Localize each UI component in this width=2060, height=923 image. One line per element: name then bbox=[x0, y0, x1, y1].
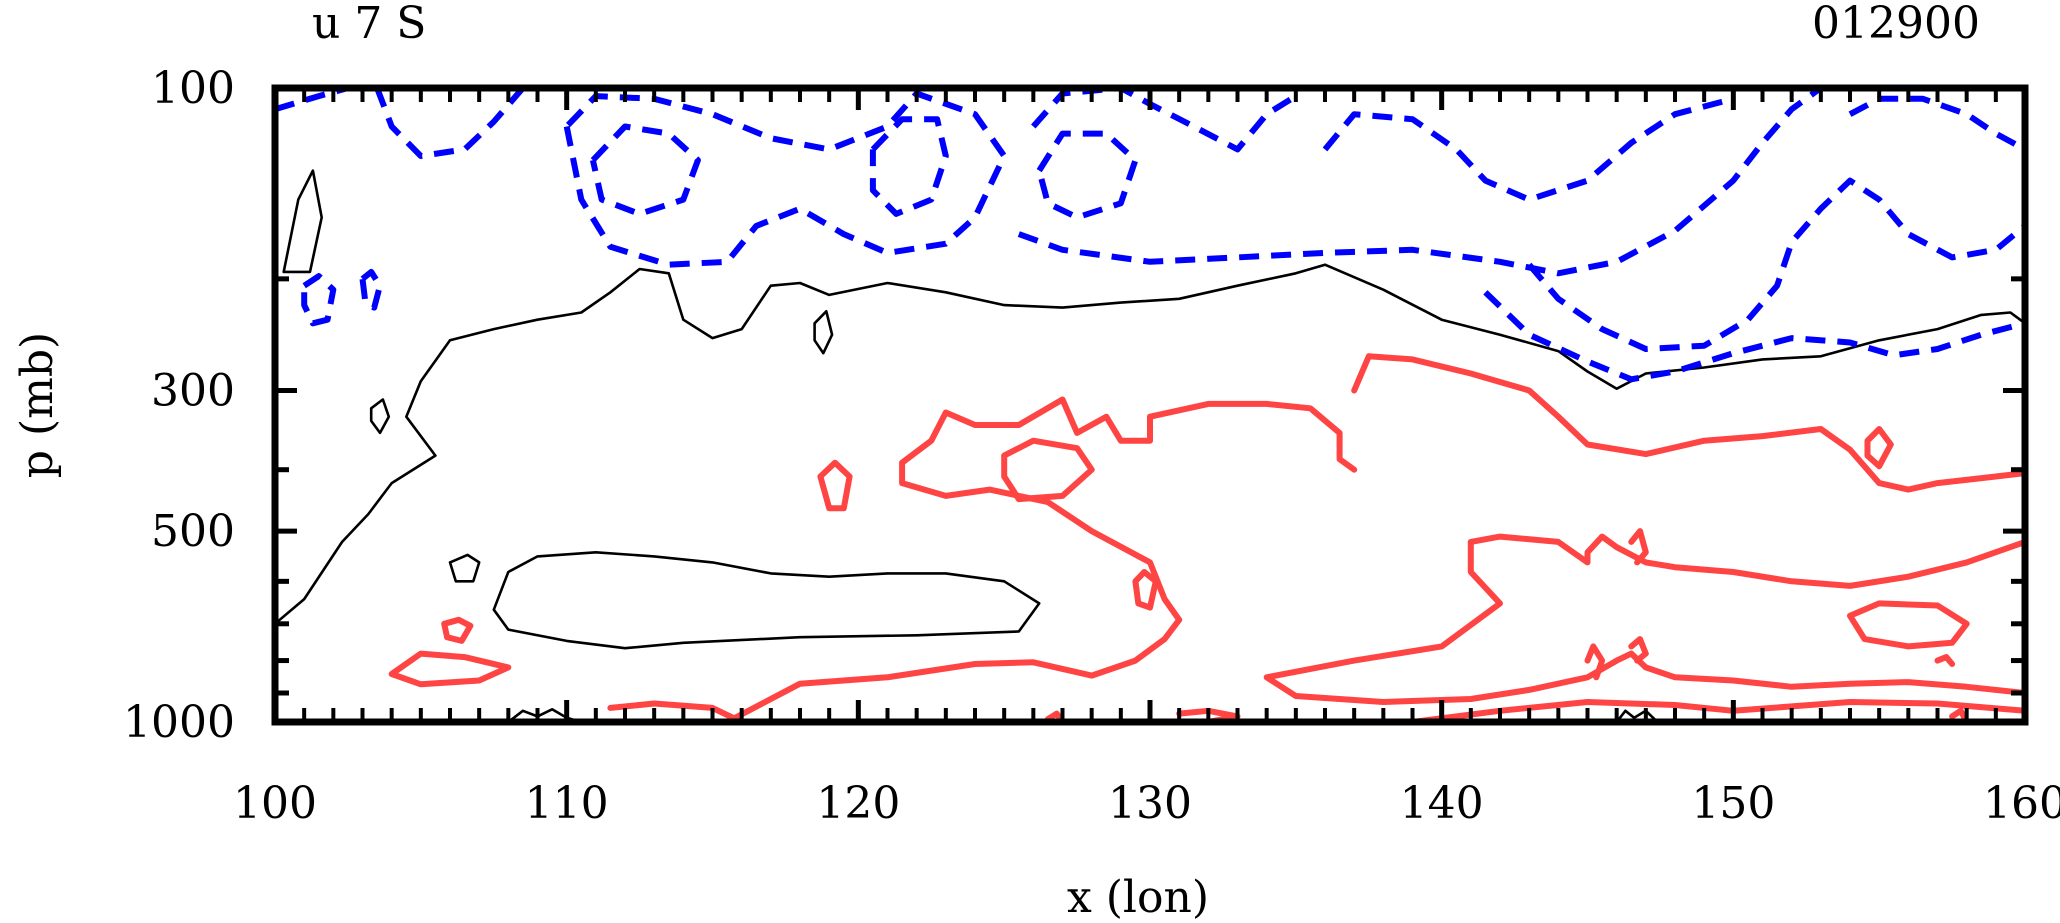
contour-positive-25 bbox=[1001, 437, 1095, 503]
contour-positive-31 bbox=[1584, 643, 1606, 681]
contour-negative-15 bbox=[1526, 177, 2025, 352]
contour-positive-34 bbox=[1864, 426, 1894, 470]
contour-zero-5 bbox=[813, 310, 834, 355]
x-tick-label: 110 bbox=[525, 778, 609, 829]
contour-negative-17 bbox=[1848, 95, 2025, 153]
chart-title-right: 012900 bbox=[1812, 0, 1980, 49]
contour-positive-23 bbox=[724, 396, 1358, 722]
contour-positive-21 bbox=[441, 616, 474, 644]
plot-frame bbox=[271, 84, 2029, 726]
x-axis-label: x (lon) bbox=[1067, 872, 1209, 923]
contour-positive-28 bbox=[1263, 533, 2025, 705]
x-tick-label: 140 bbox=[1400, 778, 1484, 829]
contour-negative-19 bbox=[359, 268, 383, 311]
contour-positive-29 bbox=[1847, 600, 1970, 650]
contour-negative-8 bbox=[563, 90, 1008, 268]
contour-positive-27 bbox=[1351, 353, 2025, 493]
axis-tick-labels: 100 110 120 130 140 150 160 100 300 500 1000 bbox=[123, 63, 2060, 829]
contour-negative-13 bbox=[1017, 88, 1823, 277]
x-tick-label: 160 bbox=[1983, 778, 2060, 829]
contour-zero-40 bbox=[1615, 709, 1659, 722]
axis-ticks bbox=[275, 88, 2025, 722]
contour-positive-33 bbox=[1628, 528, 1649, 566]
y-tick-label: 1000 bbox=[123, 697, 235, 748]
y-axis-label: p (mb) bbox=[12, 332, 63, 478]
contour-positive-22 bbox=[607, 700, 745, 722]
y-tick-label: 300 bbox=[151, 365, 235, 416]
contour-negative-10 bbox=[869, 116, 949, 217]
contour-positive-26 bbox=[1132, 569, 1159, 611]
contour-negative-12 bbox=[1036, 130, 1139, 221]
contour-negative-9 bbox=[589, 123, 701, 217]
contour-zero-1 bbox=[492, 551, 1041, 650]
contour-negative-16 bbox=[1483, 290, 2025, 383]
y-tick-label: 100 bbox=[151, 63, 235, 114]
contour-negative-14 bbox=[1322, 95, 1735, 203]
y-tick-label: 500 bbox=[151, 506, 235, 557]
contour-negative-18 bbox=[301, 273, 337, 327]
contour-positive-37 bbox=[1934, 654, 1956, 667]
x-tick-label: 100 bbox=[233, 778, 317, 829]
contour-negative-11 bbox=[1031, 88, 1298, 153]
contour-positive-32 bbox=[1628, 636, 1649, 664]
contour-positive-20 bbox=[388, 650, 512, 688]
contour-zero-2 bbox=[282, 169, 323, 274]
contour-negative-7 bbox=[374, 88, 526, 159]
chart-title-left: u 7 S bbox=[312, 0, 426, 49]
contour-zero-3 bbox=[448, 553, 481, 583]
x-tick-label: 130 bbox=[1108, 778, 1192, 829]
contour-lines bbox=[275, 88, 2025, 722]
x-tick-label: 120 bbox=[816, 778, 900, 829]
contour-positive-24 bbox=[817, 459, 853, 512]
contour-zero-4 bbox=[369, 398, 391, 435]
x-tick-label: 150 bbox=[1691, 778, 1775, 829]
